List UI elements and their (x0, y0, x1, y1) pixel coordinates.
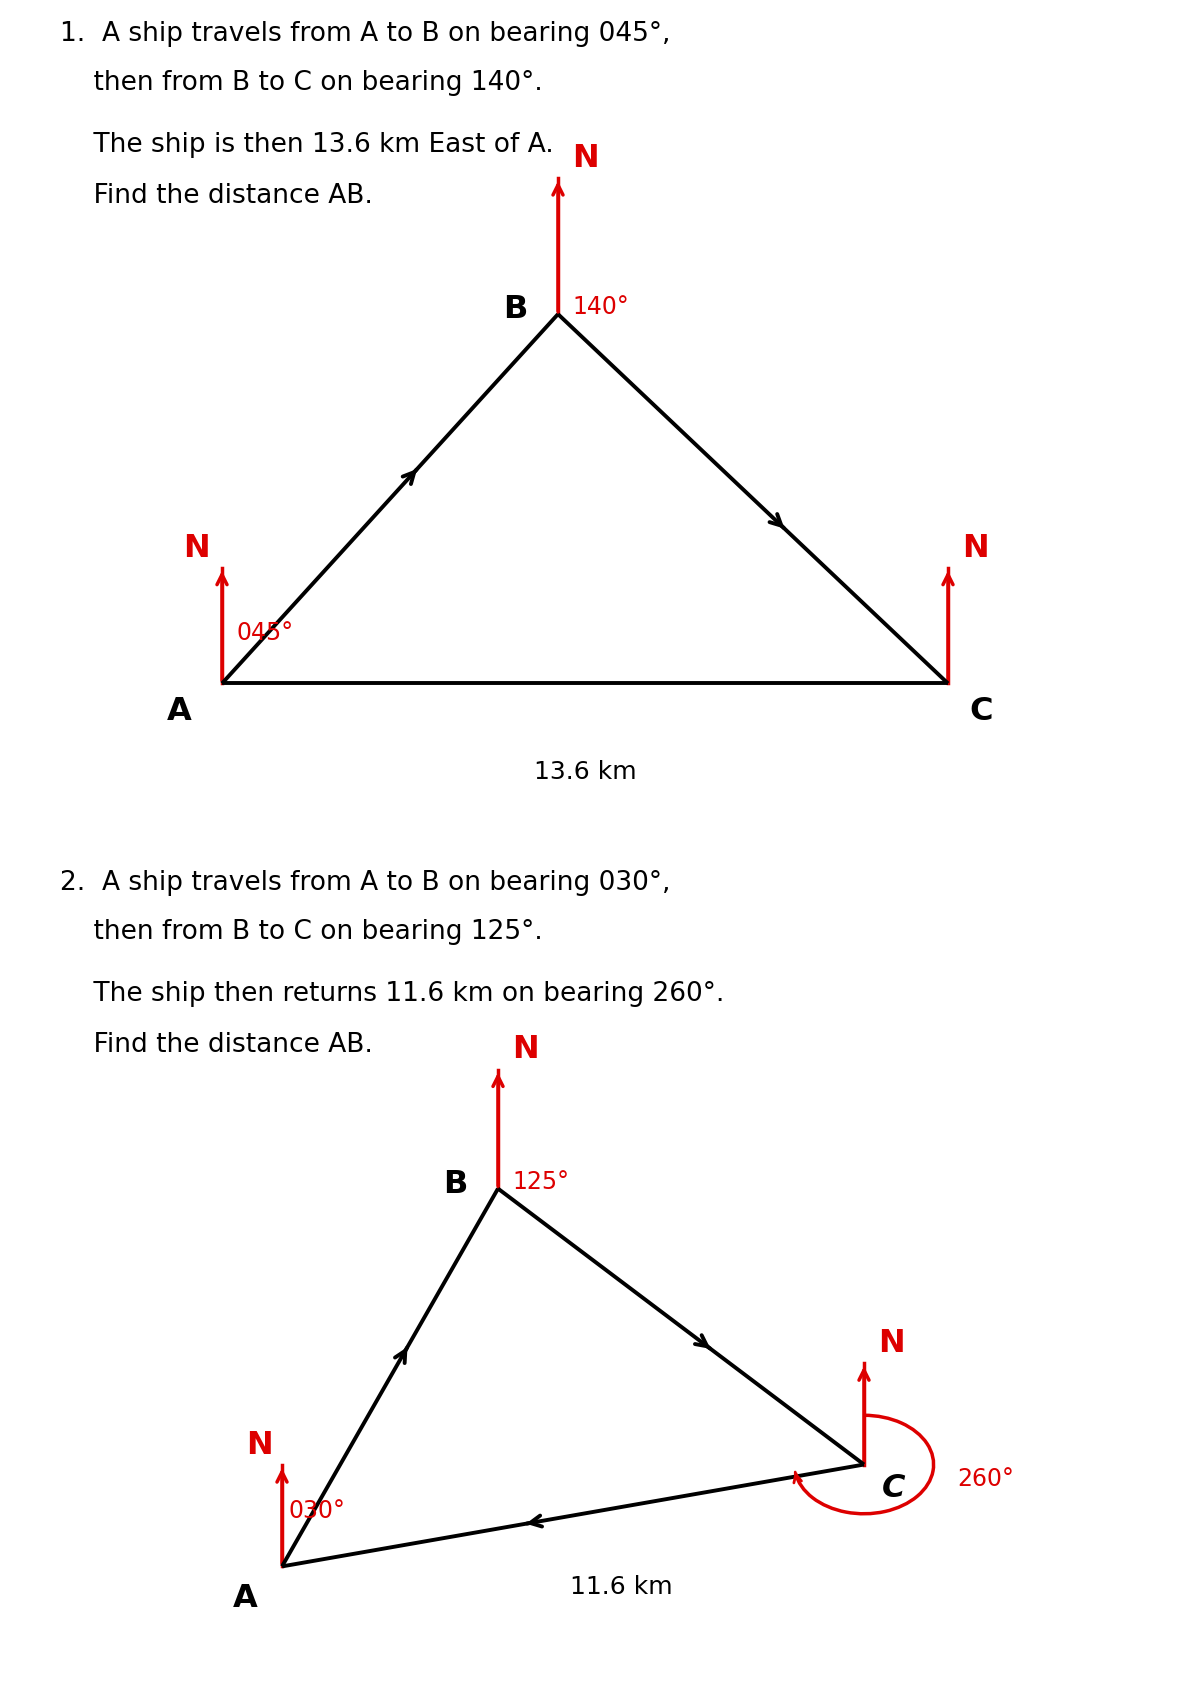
Text: then from B to C on bearing 125°.: then from B to C on bearing 125°. (60, 920, 542, 946)
Text: 260°: 260° (958, 1467, 1014, 1491)
Text: A: A (167, 696, 192, 727)
Text: N: N (962, 533, 989, 564)
Text: B: B (444, 1168, 468, 1200)
Text: The ship then returns 11.6 km on bearing 260°.: The ship then returns 11.6 km on bearing… (60, 981, 725, 1007)
Text: The ship is then 13.6 km East of A.: The ship is then 13.6 km East of A. (60, 132, 553, 158)
Text: 1.  A ship travels from A to B on bearing 045°,: 1. A ship travels from A to B on bearing… (60, 22, 671, 48)
Text: N: N (184, 533, 210, 564)
Text: 13.6 km: 13.6 km (534, 761, 636, 784)
Text: 045°: 045° (236, 620, 294, 645)
Text: Find the distance AB.: Find the distance AB. (60, 1031, 373, 1058)
Text: 030°: 030° (288, 1499, 344, 1523)
Text: A: A (233, 1583, 258, 1615)
Text: N: N (512, 1034, 539, 1066)
Text: 125°: 125° (512, 1170, 570, 1194)
Text: B: B (504, 294, 528, 326)
Text: 140°: 140° (572, 295, 629, 319)
Text: N: N (246, 1430, 272, 1460)
Text: N: N (878, 1328, 905, 1358)
Text: C: C (882, 1472, 906, 1504)
Text: Find the distance AB.: Find the distance AB. (60, 182, 373, 209)
Text: N: N (572, 143, 599, 175)
Text: 11.6 km: 11.6 km (570, 1576, 672, 1600)
Text: C: C (970, 696, 994, 727)
Text: 2.  A ship travels from A to B on bearing 030°,: 2. A ship travels from A to B on bearing… (60, 871, 671, 897)
Text: then from B to C on bearing 140°.: then from B to C on bearing 140°. (60, 71, 542, 97)
